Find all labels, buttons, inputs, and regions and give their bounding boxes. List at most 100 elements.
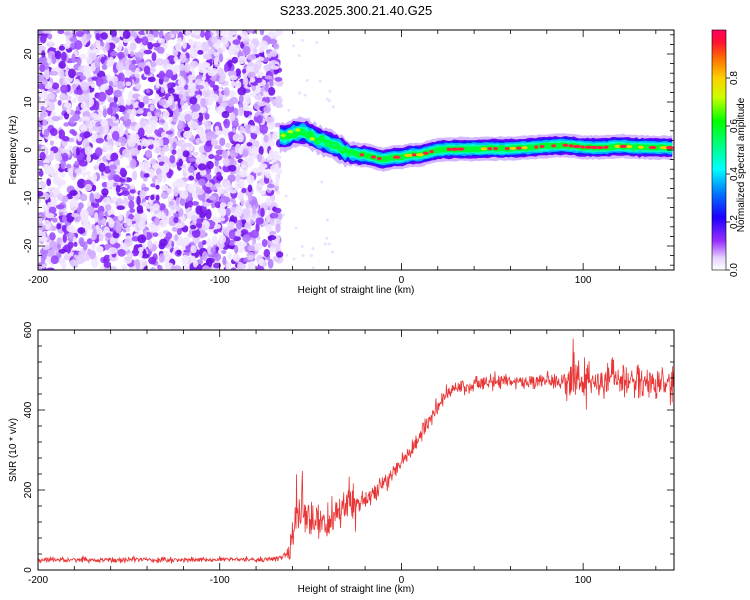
noise-blob [189,121,199,130]
noise-blob [117,72,125,83]
noise-blob [70,42,75,49]
noise-blob [83,131,91,138]
noise-blob [73,241,78,247]
noise-blob [71,58,79,63]
noise-blob [118,214,123,221]
noise-blob [62,233,67,243]
noise-blob [111,130,120,141]
noise-blob [318,79,322,83]
noise-blob [242,76,249,87]
noise-blob [176,249,182,256]
noise-blob [205,221,210,229]
noise-blob [187,38,194,46]
noise-blob [297,53,301,57]
noise-blob [240,229,249,235]
noise-blob [100,32,108,40]
noise-blob [139,117,147,128]
noise-blob [202,61,207,68]
noise-blob [259,124,269,134]
noise-blob [190,47,199,58]
noise-blob [128,199,135,210]
ridge-peak [493,146,499,151]
noise-blob [74,168,79,174]
noise-blob [172,181,182,189]
noise-blob [43,128,50,138]
noise-blob [180,99,185,106]
x-tick-label: -200 [28,575,48,586]
noise-blob [155,78,160,89]
noise-blob [266,155,273,161]
noise-blob [94,212,99,222]
noise-blob [227,35,234,43]
y-tick-label: 400 [23,401,34,418]
noise-blob [39,111,47,118]
noise-blob [221,111,230,119]
noise-blob [68,167,74,177]
noise-blob [219,202,227,209]
noise-blob [216,171,222,178]
x-tick-label: -200 [28,275,48,286]
ridge-peak [456,147,465,151]
noise-blob [204,113,210,120]
noise-blob [214,201,222,209]
noise-blob [38,160,44,167]
noise-blob [90,83,96,89]
noise-blob [241,187,247,194]
noise-blob [264,75,273,80]
noise-blob [205,131,214,142]
ridge-peak [370,155,377,159]
noise-blob [80,102,87,109]
noise-blob [292,44,296,48]
spectrogram-noise [38,30,336,270]
noise-blob [106,140,115,146]
noise-blob [238,170,248,178]
noise-blob [172,113,179,123]
noise-blob [284,194,288,198]
noise-blob [95,137,105,144]
noise-blob [246,142,253,147]
y-tick-label: 0 [23,147,34,153]
noise-blob [87,77,92,83]
noise-blob [61,224,66,232]
noise-blob [154,93,160,103]
noise-blob [49,128,58,137]
noise-blob [62,155,69,162]
y-tick-label: 600 [23,321,34,338]
noise-blob [78,160,88,167]
noise-blob [294,226,298,230]
noise-blob [162,121,169,132]
noise-blob [195,157,205,166]
noise-blob [224,179,231,191]
noise-blob [247,54,257,61]
noise-blob [155,112,161,118]
noise-blob [213,154,223,161]
noise-blob [234,245,239,254]
ridge-peak [450,147,459,151]
noise-blob [159,155,169,162]
noise-blob [226,262,231,270]
noise-blob [300,245,304,249]
spectrogram-ylabel: Frequency (Hz) [8,116,19,185]
colorbar-tick-label: 0.8 [729,71,740,85]
noise-blob [229,150,239,159]
noise-blob [61,215,67,223]
noise-blob [303,93,307,97]
noise-blob [240,198,245,206]
noise-blob [147,41,154,50]
noise-blob [265,213,271,223]
noise-blob [43,30,52,34]
noise-blob [78,123,88,131]
noise-blob [201,265,211,270]
noise-blob [191,228,201,238]
noise-blob [69,117,75,126]
noise-blob [49,140,54,146]
noise-blob [60,51,67,62]
noise-blob [118,136,127,144]
noise-blob [158,242,166,250]
x-tick-label: -100 [210,575,230,586]
noise-blob [158,70,165,80]
noise-blob [100,41,105,47]
noise-blob [214,223,222,229]
noise-blob [83,93,90,102]
noise-blob [201,41,210,52]
